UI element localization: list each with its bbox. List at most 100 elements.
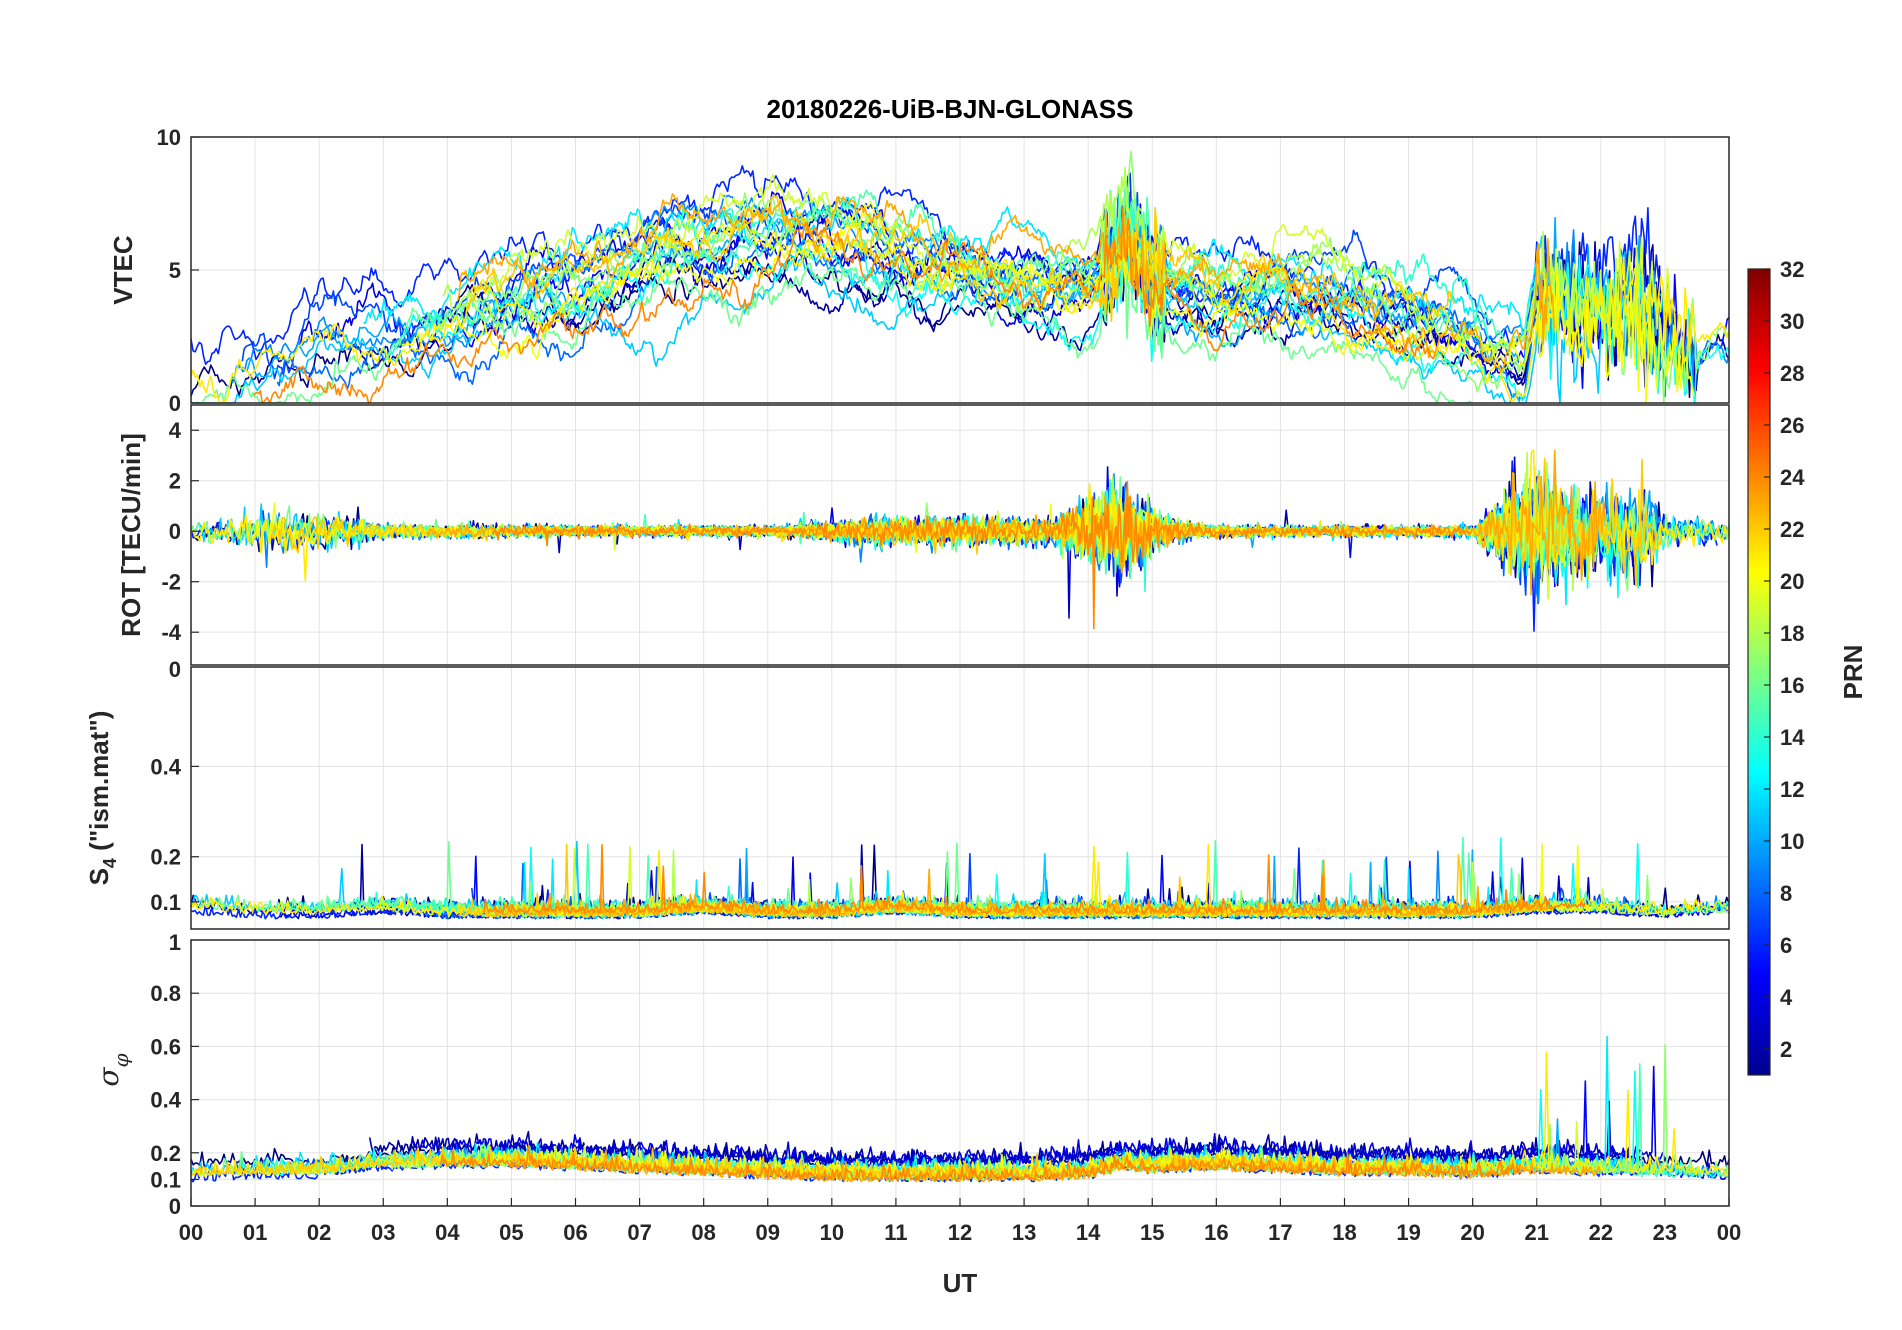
chart-title: 20180226-UiB-BJN-GLONASS: [766, 94, 1133, 124]
rot-y-tick-label: -4: [161, 620, 181, 645]
colorbar-tick-label: 22: [1780, 517, 1804, 542]
s4-traces: [190, 836, 1730, 920]
x-tick-label: 05: [499, 1220, 523, 1245]
s4-y-tick-label: 0.4: [150, 754, 181, 779]
sigma-phi-y-tick-label: 0.6: [150, 1034, 181, 1059]
x-tick-label: 12: [948, 1220, 972, 1245]
sigma-phi-trace-prn-24: [440, 1144, 1522, 1182]
x-tick-label: 07: [627, 1220, 651, 1245]
sigma-phi-y-tick-label: 0: [169, 1194, 181, 1219]
x-tick-label: 16: [1204, 1220, 1228, 1245]
rot-axes-box: [190, 404, 1730, 666]
panel-s4: 0.1 0.2 0.4 0 S4 ("ism.mat"): [84, 657, 1730, 930]
x-tick-label: 13: [1012, 1220, 1036, 1245]
vtec-trace-prn-15: [421, 182, 1539, 349]
colorbar-tick-label: 32: [1780, 257, 1804, 282]
colorbar-tick-label: 20: [1780, 569, 1804, 594]
vtec-trace-prn-21: [190, 219, 1730, 404]
rot-trace-prn-24: [492, 480, 1473, 630]
vtec-traces: [190, 150, 1730, 404]
colorbar-tick-label: 10: [1780, 829, 1804, 854]
rot-y-tick-label: -2: [161, 570, 181, 595]
s4-trace-prn-24: [483, 843, 1586, 915]
s4-y-tick-label: 0.2: [150, 845, 181, 870]
x-tick-label: 11: [884, 1220, 907, 1245]
vtec-trace-prn-23: [457, 193, 1555, 373]
rot-y-ticks: -4 -2 0 2 4: [161, 418, 199, 645]
s4-trace-prn-21: [190, 843, 1730, 915]
x-tick-label: 21: [1525, 1220, 1549, 1245]
vtec-y-ticks: 0 5 10: [157, 125, 199, 416]
vtec-trace-prn-8: [276, 190, 1566, 402]
colorbar-tick-label: 14: [1780, 725, 1805, 750]
s4-trace-prn-22: [457, 843, 1543, 919]
x-tick-label: 09: [756, 1220, 780, 1245]
colorbar-tick-label: 18: [1780, 621, 1804, 646]
colorbar-tick-label: 8: [1780, 881, 1792, 906]
sigma-phi-trace-prn-23: [509, 1149, 1601, 1183]
colorbar-label: PRN: [1838, 645, 1868, 700]
x-tick-label: 17: [1268, 1220, 1292, 1245]
vtec-ylabel: VTEC: [108, 235, 138, 305]
s4-axes-box: [190, 666, 1730, 930]
vtec-trace-prn-17: [459, 150, 1730, 404]
sigma-phi-traces: [190, 1035, 1730, 1183]
rot-y-tick-label: 2: [169, 469, 181, 494]
x-tick-label: 15: [1140, 1220, 1164, 1245]
x-tick-label: 00: [179, 1220, 203, 1245]
x-tick-label: 19: [1396, 1220, 1420, 1245]
colorbar-tick-label: 6: [1780, 933, 1792, 958]
vtec-y-tick-label: 5: [169, 258, 181, 283]
colorbar-tick-label: 16: [1780, 673, 1804, 698]
colorbar-tick-label: 4: [1780, 985, 1793, 1010]
rot-y-tick-label: 0: [169, 519, 181, 544]
vtec-trace-prn-24: [253, 206, 1436, 404]
rot-traces: [190, 449, 1730, 632]
rot-trace-prn-7: [301, 491, 1541, 605]
x-tick-label: 10: [820, 1220, 844, 1245]
vtec-trace-prn-19: [473, 174, 1672, 356]
sigma-phi-y-tick-label: 0.4: [150, 1088, 181, 1113]
s4-y-ticks: 0.1 0.2 0.4 0: [150, 657, 199, 915]
rot-y-tick-label: 4: [169, 418, 182, 443]
x-tick-label: 23: [1653, 1220, 1677, 1245]
vtec-trace-prn-11: [190, 218, 1602, 404]
x-tick-label: 04: [435, 1220, 460, 1245]
colorbar-gradient: [1747, 268, 1771, 1076]
sigma-phi-trace-prn-4: [411, 1065, 1667, 1164]
s4-y-tick-label: 0: [169, 657, 181, 682]
s4-y-tick-label: 0.1: [150, 890, 181, 915]
x-axis-label: UT: [943, 1268, 978, 1298]
colorbar-tick-label: 30: [1780, 309, 1804, 334]
colorbar-tick-label: 28: [1780, 361, 1804, 386]
x-tick-label: 06: [563, 1220, 587, 1245]
x-tick-label: 01: [243, 1220, 267, 1245]
x-tick-label: 03: [371, 1220, 395, 1245]
colorbar-tick-label: 2: [1780, 1037, 1792, 1062]
vtec-y-tick-label: 10: [157, 125, 181, 150]
x-tick-label: 00: [1717, 1220, 1741, 1245]
x-ticks: 00 01 02 03 04 05 06 07 08 09 10 11 12 13 14 15 16 17 18 19…: [179, 1198, 1741, 1245]
panel-vtec: 0 5 10 VTEC: [108, 125, 1730, 416]
s4-grid: [190, 667, 1730, 929]
rot-ylabel: ROT [TECU/min]: [116, 433, 146, 637]
vtec-y-tick-label: 0: [169, 391, 181, 416]
x-tick-label: 20: [1460, 1220, 1484, 1245]
colorbar-tick-label: 24: [1780, 465, 1805, 490]
sigma-phi-y-tick-label: 0.1: [150, 1167, 181, 1192]
sigma-phi-y-tick-label: 1: [169, 930, 181, 955]
x-tick-label: 22: [1589, 1220, 1613, 1245]
sigma-phi-ylabel: σφ: [92, 1053, 133, 1086]
sigma-phi-y-tick-label: 0.8: [150, 981, 181, 1006]
panel-sigma-phi: 00.10.2 0.4 0.6 0.8 1 σφ: [92, 930, 1730, 1219]
x-tick-label: 08: [691, 1220, 715, 1245]
s4-ylabel: S4 ("ism.mat"): [84, 711, 120, 886]
sigma-phi-y-tick-label: 0.2: [150, 1141, 181, 1166]
x-tick-label: 18: [1332, 1220, 1356, 1245]
sigma-phi-y-ticks: 00.10.2 0.4 0.6 0.8 1: [150, 930, 199, 1219]
vtec-trace-prn-16: [191, 252, 1474, 404]
panel-rot: -4 -2 0 2 4 ROT [TECU/min]: [116, 404, 1730, 666]
